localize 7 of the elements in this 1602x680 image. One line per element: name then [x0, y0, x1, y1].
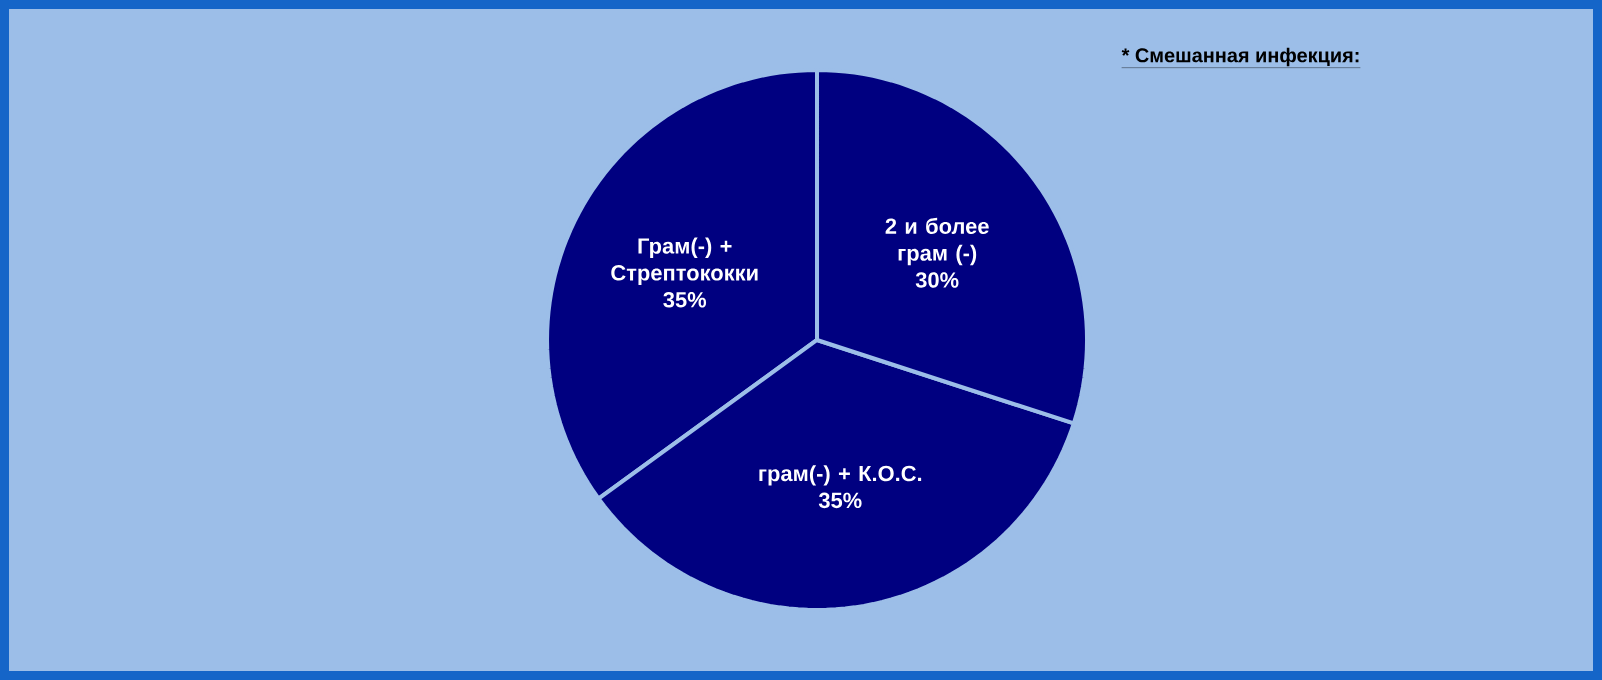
- text: * Смешанная инфекция:: [1121, 47, 1359, 67]
- data-label: 35%: [818, 492, 862, 509]
- slice-label: 2 и более грам (-): [885, 217, 989, 266]
- slice-label: Грам(-) + Стрептококки: [611, 237, 758, 285]
- data-label: 35%: [663, 291, 707, 308]
- data-label: 30%: [915, 272, 959, 288]
- slice-label: грам(-) + К.О.С.: [759, 465, 922, 486]
